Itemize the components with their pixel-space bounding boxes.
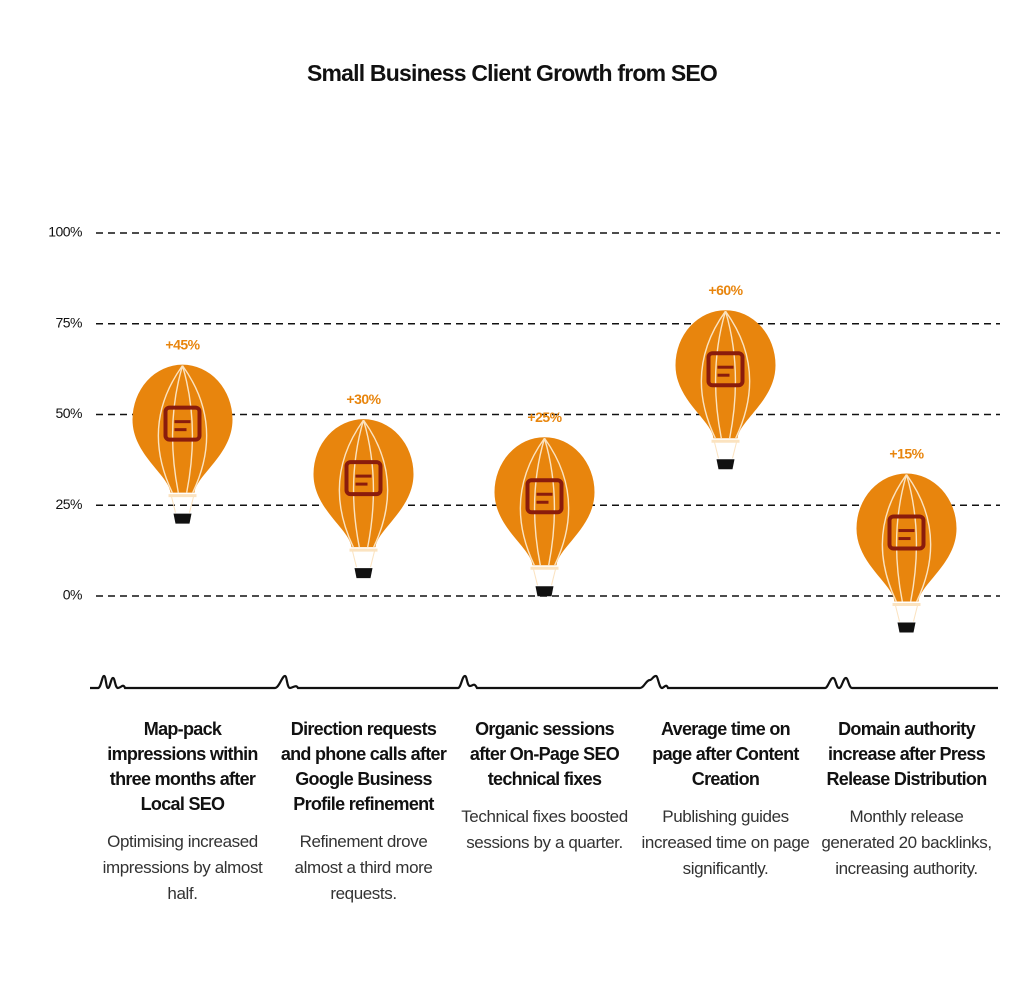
balloon-seam: [338, 419, 365, 548]
balloon-seam: [714, 311, 727, 439]
balloon: [675, 310, 776, 470]
balloon-seam: [533, 438, 546, 566]
category-description: Optimising increased impressions by almo…: [102, 832, 263, 903]
icon: [163, 405, 202, 442]
rope: [352, 550, 357, 568]
category-description: Monthly release generated 20 backlinks, …: [821, 807, 992, 878]
rope: [551, 569, 556, 586]
rope: [171, 496, 176, 513]
balloon-seam: [905, 474, 932, 602]
balloon-seam: [543, 438, 556, 566]
category-description: Refinement drove almost a third more req…: [294, 832, 433, 903]
ground-line: [90, 674, 998, 690]
category-label: Map-pack impressions within three months…: [107, 719, 258, 814]
value-label: +15%: [889, 445, 924, 461]
value-label: +60%: [708, 282, 743, 298]
basket: [716, 459, 735, 470]
category-label: Direction requests and phone calls after…: [280, 719, 447, 814]
value-label: +45%: [165, 336, 200, 352]
category-label: Domain authority increase after Press Re…: [826, 719, 987, 789]
balloon-seam: [724, 310, 751, 439]
balloon-seam: [905, 474, 918, 602]
balloon: [856, 473, 957, 633]
y-tick-label: 100%: [48, 224, 82, 240]
basket: [173, 513, 192, 524]
y-tick-label: 50%: [55, 405, 82, 421]
rope: [370, 550, 375, 568]
category-label: Average time on page after Content Creat…: [652, 719, 799, 789]
balloon-seam: [352, 419, 365, 548]
basket: [535, 586, 554, 597]
category-description: Technical fixes boosted sessions by a qu…: [461, 807, 628, 852]
category-block: Map-pack impressions within three months…: [97, 717, 269, 907]
y-tick-label: 25%: [55, 496, 82, 512]
chart-title: Small Business Client Growth from SEO: [307, 60, 717, 86]
balloon-seam: [724, 311, 737, 439]
icon: [525, 478, 564, 515]
balloon-seam: [519, 437, 546, 566]
icon: [887, 514, 926, 551]
balloon-seam: [171, 365, 184, 493]
balloon-seam: [700, 310, 727, 439]
rope: [533, 569, 538, 586]
value-label: +30%: [346, 391, 381, 407]
category-block: Average time on page after Content Creat…: [640, 717, 812, 882]
category-block: Organic sessions after On-Page SEO techn…: [459, 717, 631, 856]
balloon-seam: [181, 365, 194, 493]
category-block: Direction requests and phone calls after…: [278, 717, 450, 907]
balloon: [132, 364, 233, 524]
balloon-seam: [362, 419, 389, 548]
rope: [714, 442, 719, 459]
rope: [895, 605, 900, 622]
rope: [913, 605, 918, 622]
icon: [344, 460, 383, 497]
y-tick-label: 75%: [55, 314, 82, 330]
rope: [732, 442, 737, 459]
category-label: Organic sessions after On-Page SEO techn…: [469, 719, 620, 789]
balloon-seam: [881, 474, 908, 602]
balloon-seam: [181, 365, 208, 493]
balloon: [313, 419, 414, 579]
category-description: Publishing guides increased time on page…: [641, 807, 810, 878]
basket: [354, 568, 373, 579]
basket: [897, 622, 916, 633]
icon: [706, 351, 745, 388]
balloon-seam: [157, 365, 184, 493]
balloon: [494, 437, 595, 597]
balloon-seam: [543, 437, 570, 566]
value-label: +25%: [527, 409, 562, 425]
y-tick-label: 0%: [63, 587, 82, 603]
category-block: Domain authority increase after Press Re…: [821, 717, 993, 882]
balloon-seam: [895, 474, 908, 602]
rope: [189, 496, 194, 513]
balloon-seam: [362, 419, 375, 548]
